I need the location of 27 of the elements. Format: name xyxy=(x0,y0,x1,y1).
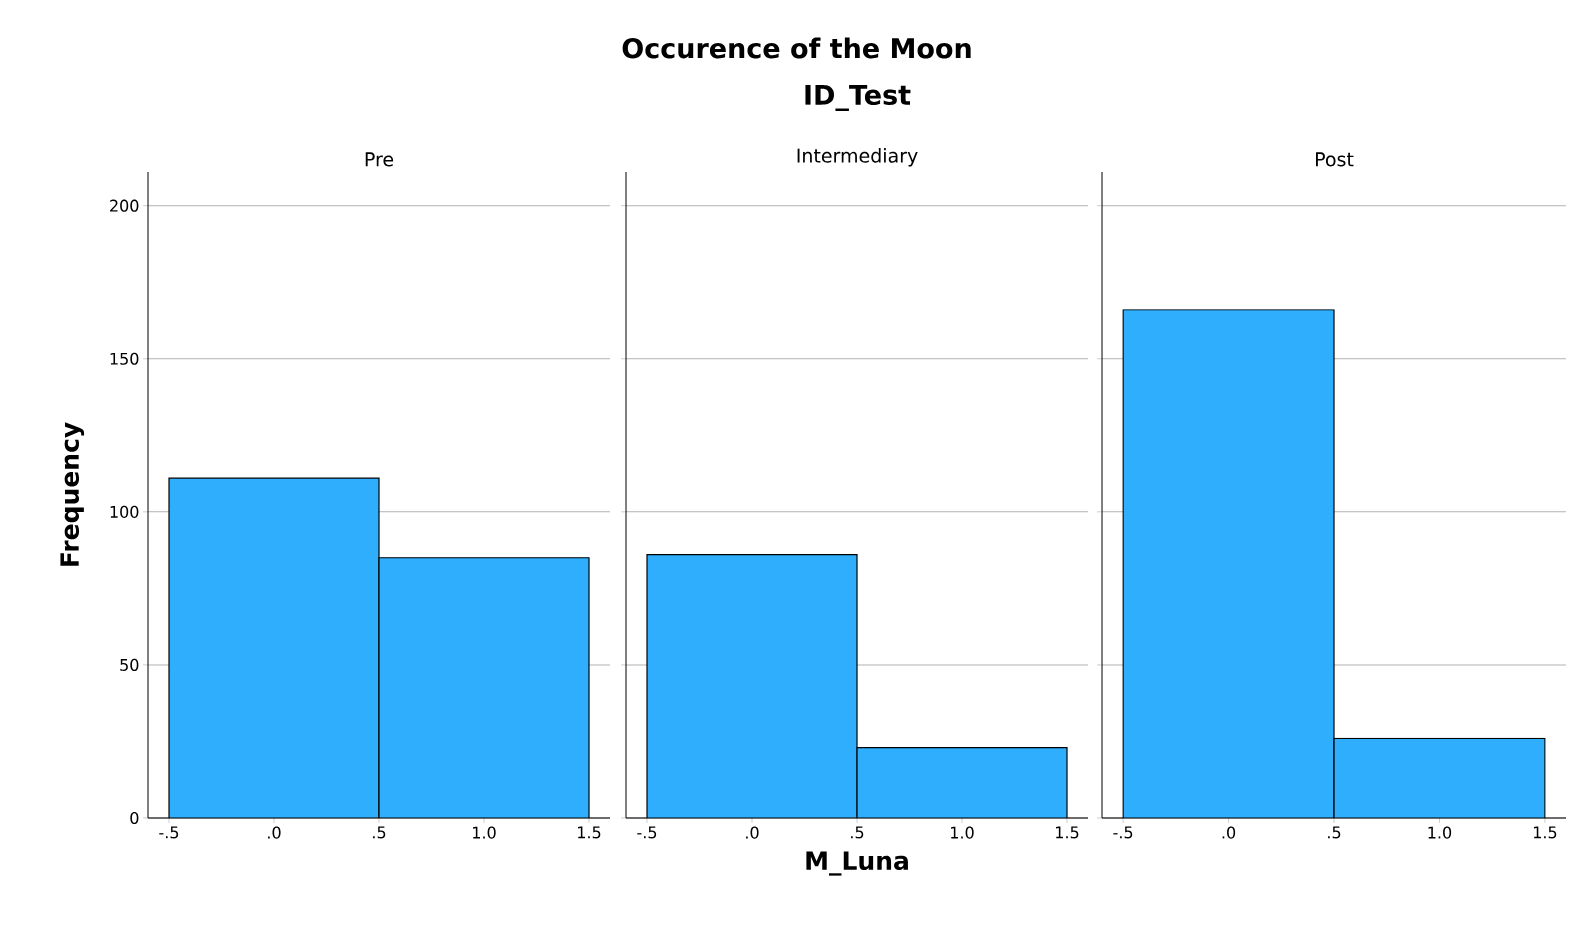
x-tick-label: 1.5 xyxy=(1533,826,1557,839)
x-tick-label: 1.5 xyxy=(1056,826,1079,839)
y-tick-label: 50 xyxy=(120,658,139,671)
text: ID_Test xyxy=(805,84,911,112)
x-tick-label: 1.0 xyxy=(1428,826,1452,839)
x-tick-label: 1.0 xyxy=(473,826,496,839)
x-tick-label: .0 xyxy=(1222,826,1236,839)
y-axis-title: Frequency xyxy=(60,422,85,566)
x-tick-label: .5 xyxy=(851,826,864,839)
x-tick-label: -.5 xyxy=(637,826,657,839)
y-tick-label: 100 xyxy=(110,505,139,518)
y-tick-label: 200 xyxy=(110,199,139,212)
x-axis-title: M_Luna xyxy=(806,851,908,876)
x-tick-label: -.5 xyxy=(1113,826,1133,839)
x-tick-label: .5 xyxy=(1328,826,1341,839)
chart-title: Post xyxy=(1316,152,1354,167)
chart-title: Pre xyxy=(365,152,394,167)
y-tick-label: 0 xyxy=(130,811,139,825)
x-tick-label: -.5 xyxy=(159,826,179,839)
y-tick-label: 150 xyxy=(110,352,139,365)
x-tick-label: .0 xyxy=(746,826,759,839)
x-tick-label: .5 xyxy=(373,826,386,839)
text: Occurence of the Moon xyxy=(622,37,971,59)
chart-title: Intermediary xyxy=(797,148,918,167)
x-tick-label: .0 xyxy=(268,826,281,839)
x-tick-label: 1.0 xyxy=(951,826,974,839)
x-tick-label: 1.5 xyxy=(578,826,601,839)
